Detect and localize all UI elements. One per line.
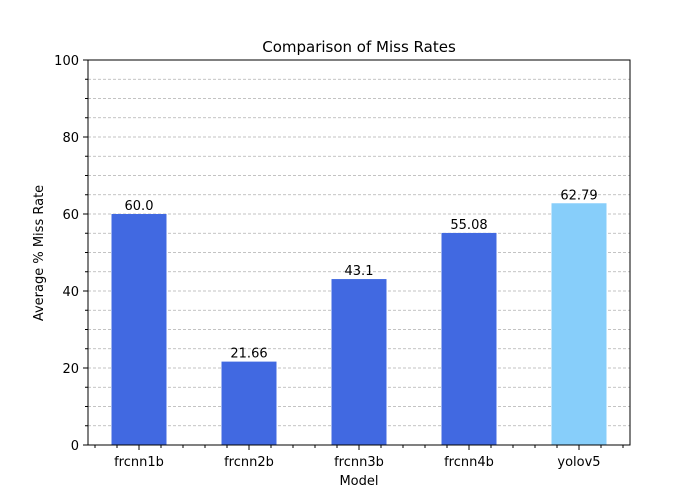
x-tick-label: frcnn1b <box>114 455 164 470</box>
x-tick-label: frcnn3b <box>334 455 384 470</box>
y-tick-label: 20 <box>62 362 79 377</box>
bar-yolov5 <box>551 203 607 445</box>
chart-title: Comparison of Miss Rates <box>262 38 456 56</box>
y-tick-label: 0 <box>71 439 79 454</box>
x-ticks: frcnn1b frcnn2b frcnn3b frcnn4b yolov5 <box>94 445 624 470</box>
y-tick-label: 40 <box>62 285 79 300</box>
y-tick-label: 80 <box>62 131 79 146</box>
bar-value-label: 43.1 <box>345 264 374 279</box>
bar-value-labels: 60.0 21.66 43.1 55.08 62.79 <box>125 188 598 361</box>
x-tick-label: yolov5 <box>557 455 600 470</box>
bar-frcnn3b <box>331 279 387 445</box>
y-tick-label: 60 <box>62 208 79 223</box>
y-tick-label: 100 <box>54 54 79 69</box>
grid-lines <box>88 78 630 427</box>
x-tick-label: frcnn2b <box>224 455 274 470</box>
bars <box>111 203 607 445</box>
bar-frcnn4b <box>441 232 497 445</box>
bar-value-label: 55.08 <box>450 218 487 233</box>
bar-frcnn1b <box>111 214 167 445</box>
bar-value-label: 21.66 <box>230 347 267 362</box>
bar-value-label: 60.0 <box>125 199 154 214</box>
y-axis-label: Average % Miss Rate <box>32 185 47 321</box>
bar-frcnn2b <box>221 361 277 445</box>
x-axis-label: Model <box>339 474 378 489</box>
bar-value-label: 62.79 <box>560 188 597 203</box>
y-ticks: 0 20 40 60 80 100 <box>54 54 88 454</box>
x-tick-label: frcnn4b <box>444 455 494 470</box>
